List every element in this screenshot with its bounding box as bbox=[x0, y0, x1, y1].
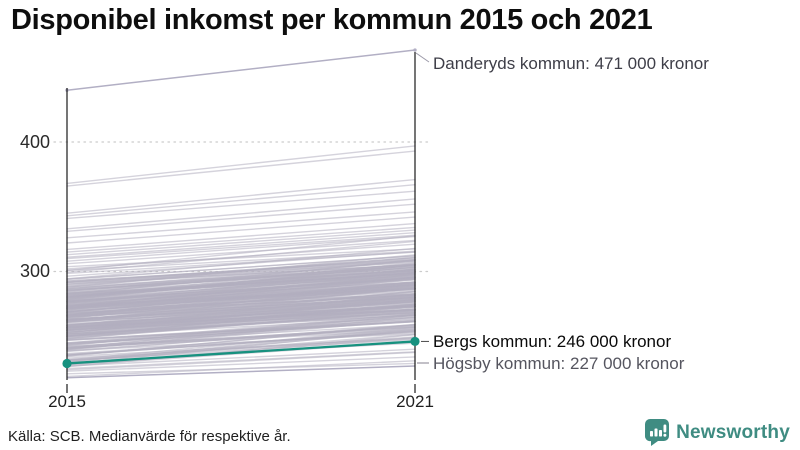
page-title: Disponibel inkomst per kommun 2015 och 2… bbox=[11, 4, 653, 36]
newsworthy-logo[interactable]: Newsworthy bbox=[645, 419, 790, 446]
annotation-hogsby: Högsby kommun: 227 000 kronor bbox=[433, 354, 685, 373]
x-axis-tick-2021: 2021 bbox=[396, 392, 434, 411]
source-note: Källa: SCB. Medianvärde för respektive å… bbox=[8, 428, 291, 445]
annotation-leader-lines bbox=[415, 52, 430, 364]
axes bbox=[66, 52, 416, 393]
background-lines bbox=[66, 145, 416, 378]
annotation-danderyd: Danderyds kommun: 471 000 kronor bbox=[433, 54, 709, 73]
newsworthy-icon bbox=[645, 419, 670, 446]
highlight-line-bergs bbox=[62, 336, 420, 369]
y-axis-tick-300: 300 bbox=[19, 261, 50, 281]
annotated-gray-lines bbox=[65, 48, 417, 379]
annotation-bergs: Bergs kommun: 246 000 kronor bbox=[433, 332, 672, 351]
newsworthy-wordmark: Newsworthy bbox=[676, 421, 790, 443]
y-axis-tick-400: 400 bbox=[19, 132, 50, 152]
x-axis-tick-2015: 2015 bbox=[48, 392, 86, 411]
